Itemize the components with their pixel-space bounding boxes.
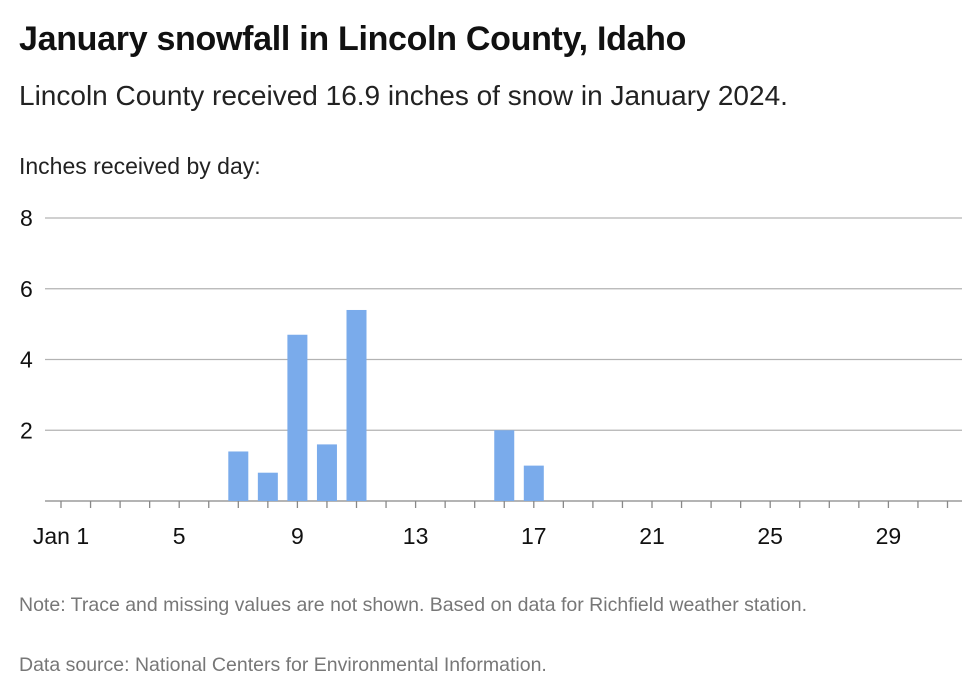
y-tick-label-6: 6: [20, 276, 33, 302]
x-tick-label-29: 29: [876, 523, 902, 549]
x-tick-label-13: 13: [403, 523, 429, 549]
y-tick-label-4: 4: [20, 347, 33, 373]
x-tick-label-17: 17: [521, 523, 547, 549]
y-tick-label-2: 2: [20, 417, 33, 443]
x-tick-label-1: Jan 1: [33, 523, 89, 549]
bar-jan-11: [346, 309, 367, 501]
y-tick-label-8: 8: [20, 205, 33, 231]
y-axis-label: Inches received by day:: [19, 153, 261, 179]
bar-jan-8: [257, 472, 278, 501]
x-tick-label-21: 21: [639, 523, 665, 549]
chart-subtitle: Lincoln County received 16.9 inches of s…: [19, 80, 788, 111]
x-tick-label-5: 5: [173, 523, 186, 549]
bar-jan-10: [316, 444, 337, 501]
bar-jan-9: [287, 334, 308, 501]
bar-jan-16: [494, 430, 515, 501]
bar-chart: 2 4 6 8 Jan 1 5 9 13 17 21 25 29: [20, 205, 962, 549]
bar-jan-17: [523, 465, 544, 501]
x-tick-label-9: 9: [291, 523, 304, 549]
chart-title: January snowfall in Lincoln County, Idah…: [19, 20, 687, 58]
bar-jan-7: [228, 451, 249, 501]
x-tick-label-25: 25: [757, 523, 783, 549]
data-source: Data source: National Centers for Enviro…: [19, 654, 547, 676]
chart-note: Note: Trace and missing values are not s…: [19, 594, 808, 616]
